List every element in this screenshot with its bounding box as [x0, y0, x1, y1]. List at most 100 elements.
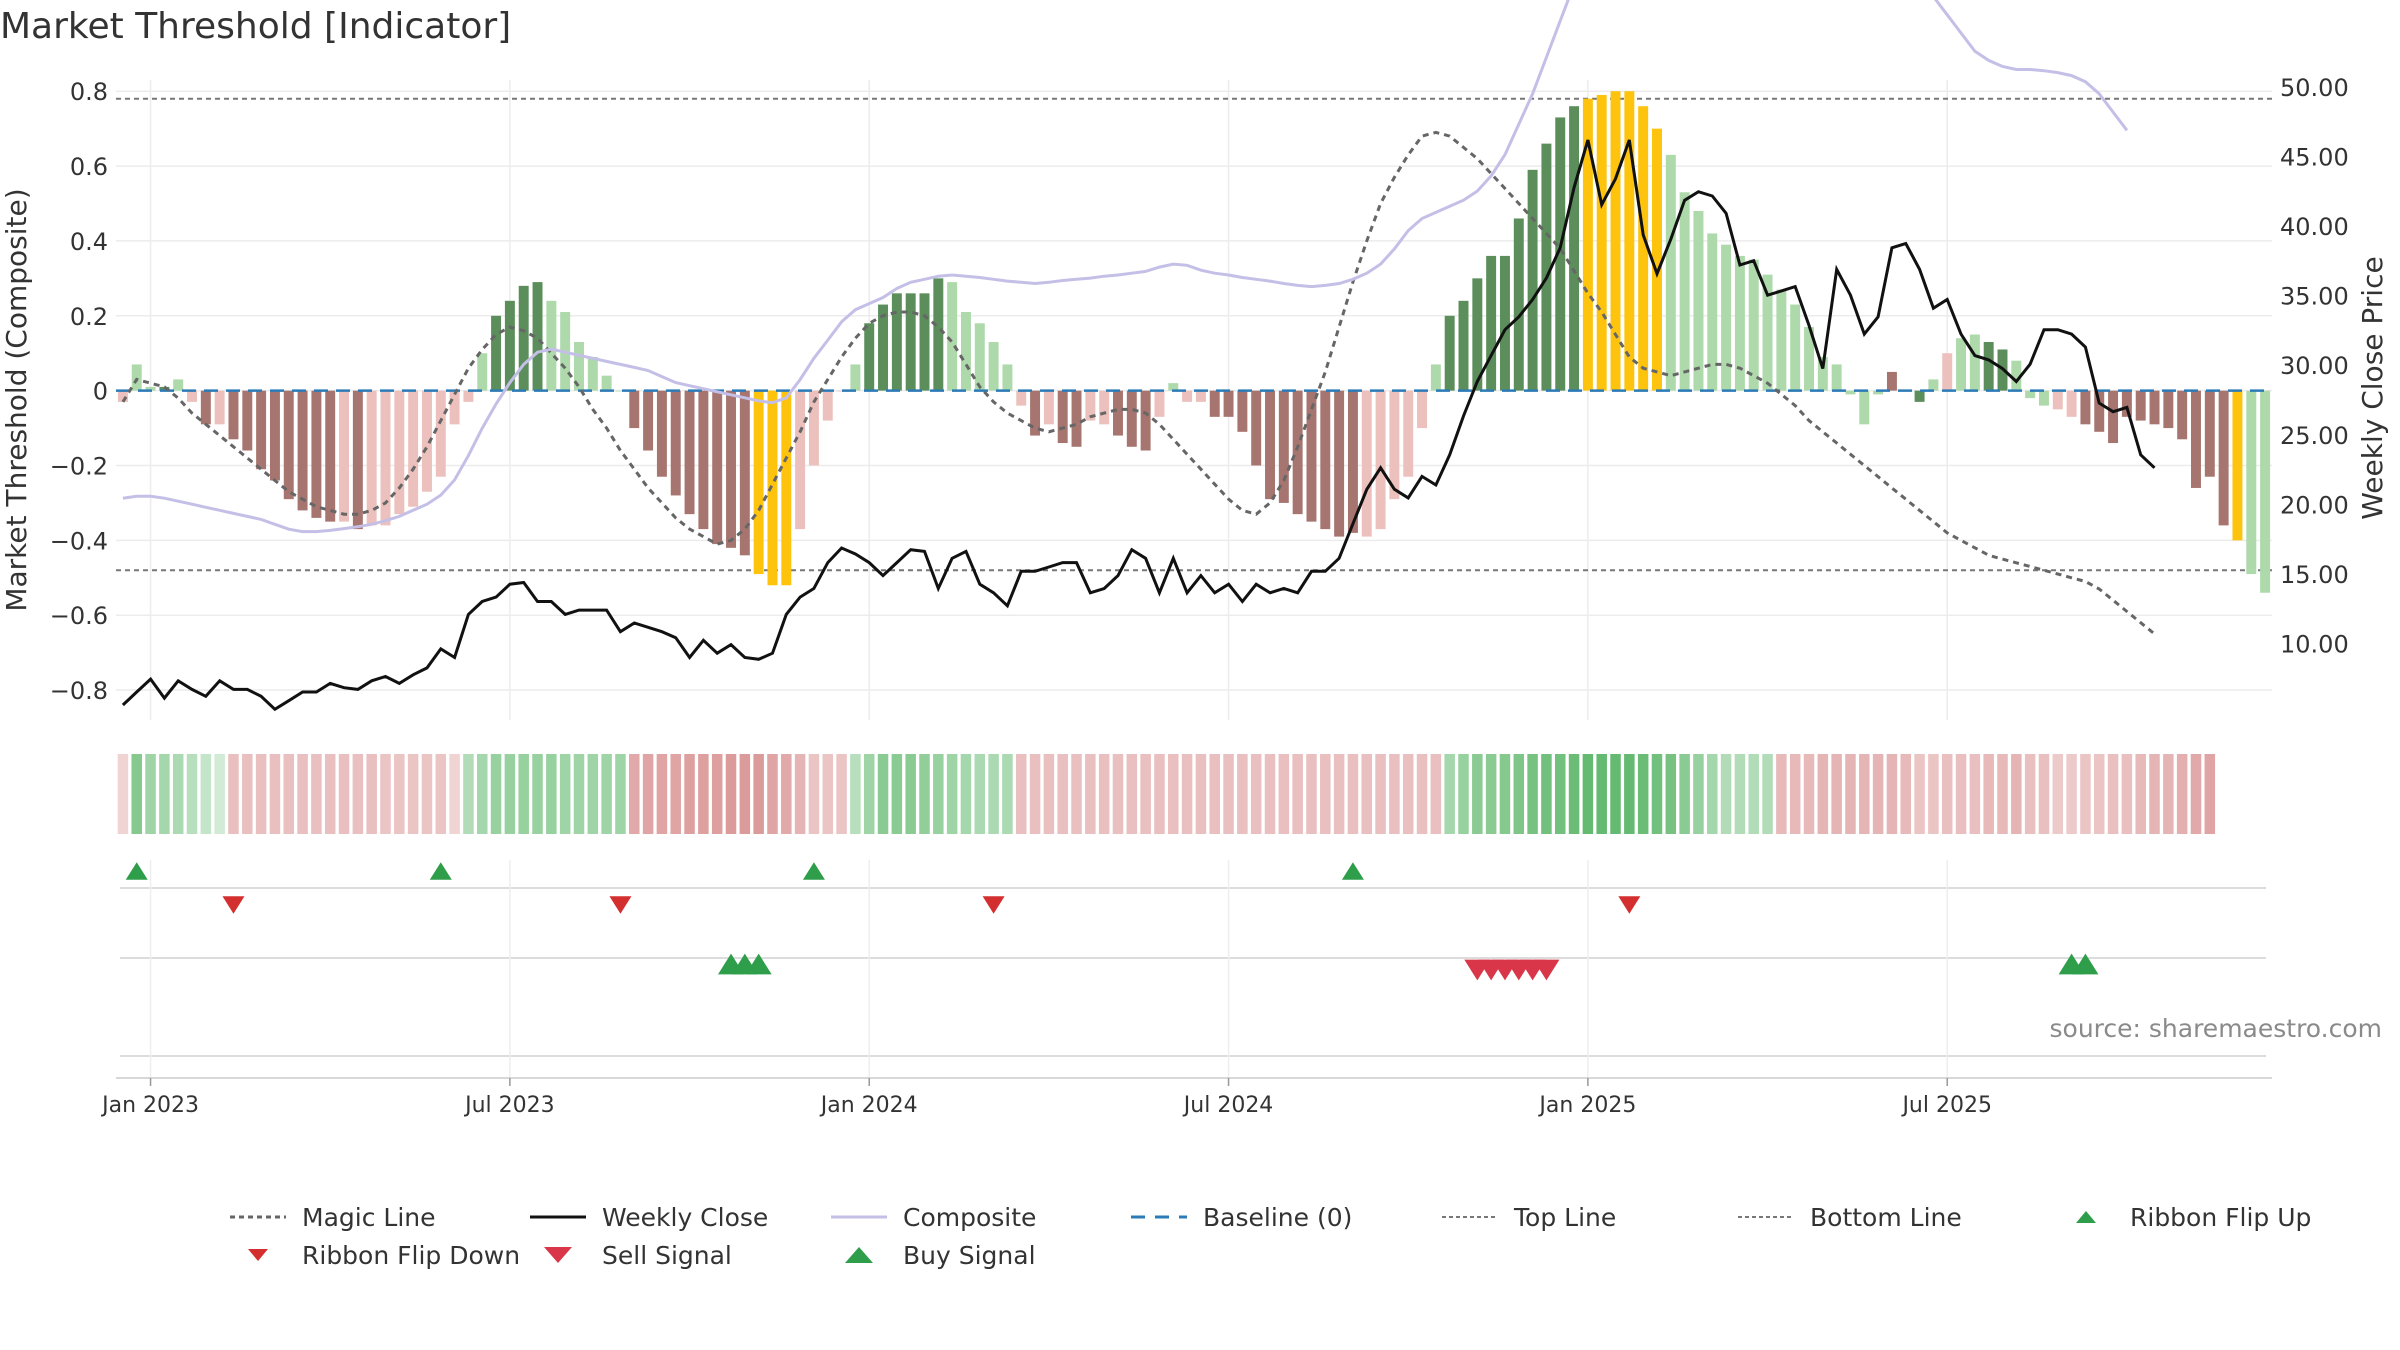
- ribbon-cell: [1098, 754, 1110, 834]
- composite-bar: [297, 390, 308, 511]
- composite-bar: [767, 390, 778, 586]
- composite-bar: [380, 390, 391, 526]
- y-tick-label: −0.2: [50, 452, 108, 480]
- composite-bar: [2052, 390, 2063, 410]
- legend-label: Top Line: [1514, 1202, 1617, 1232]
- ribbon-flip-up-marker: [125, 862, 148, 880]
- ribbon-strip: [117, 754, 2216, 834]
- composite-bar: [1638, 106, 1649, 391]
- ribbon-cell: [1250, 754, 1262, 834]
- y2-tick-label: 15.00: [2280, 561, 2349, 589]
- ribbon-cell: [1402, 754, 1414, 834]
- ribbon-cell: [863, 754, 875, 834]
- composite-bar: [214, 390, 225, 425]
- ribbon-cell: [974, 754, 986, 834]
- ribbon-cell: [1278, 754, 1290, 834]
- composite-bar: [2218, 390, 2229, 526]
- ribbon-cell: [1859, 754, 1870, 834]
- ribbon-cell: [324, 754, 336, 834]
- y2-tick-label: 25.00: [2280, 422, 2349, 450]
- ribbon-flip-down-marker: [982, 896, 1005, 914]
- composite-bar: [905, 293, 916, 391]
- ribbon-cell: [532, 754, 543, 834]
- ribbon-cell: [352, 754, 364, 834]
- x-tick-label: Jan 2023: [100, 1093, 199, 1118]
- composite-bar: [1472, 278, 1483, 391]
- y-axis-left: 0.8 0.6 0.4 0.2 0 −0.2 −0.4 −0.6 −0.8 Market Thre…: [0, 78, 108, 705]
- composite-bar: [891, 293, 902, 391]
- legend-item-sell: Sell Signal: [528, 1236, 732, 1274]
- ribbon-cell: [767, 754, 778, 834]
- composite-bar: [1859, 390, 1870, 425]
- ribbon-cell: [836, 754, 847, 834]
- ribbon-cell: [1209, 754, 1220, 834]
- composite-bar: [1085, 390, 1096, 421]
- ribbon-cell: [145, 754, 156, 834]
- x-tick-label: Jul 2023: [463, 1093, 555, 1118]
- ribbon-cell: [1582, 754, 1594, 834]
- composite-bar: [1873, 390, 1884, 395]
- ribbon-cell: [1168, 754, 1179, 834]
- ribbon-cell: [1002, 754, 1013, 834]
- ribbon-cell: [1679, 754, 1690, 834]
- composite-bar: [781, 390, 792, 586]
- composite-bar: [2260, 390, 2271, 593]
- ribbon-cell: [1292, 754, 1303, 834]
- ribbon-cell: [311, 754, 322, 834]
- composite-bar: [145, 386, 156, 391]
- composite-bar: [1831, 364, 1842, 391]
- composite-bar: [532, 282, 543, 391]
- composite-bar: [435, 390, 446, 477]
- ribbon-cell: [463, 754, 474, 834]
- composite-bar: [2232, 390, 2243, 541]
- ribbon-cell: [1762, 754, 1773, 834]
- composite-bar: [1417, 390, 1428, 429]
- ribbon-cell: [960, 754, 972, 834]
- composite-bar: [1721, 244, 1732, 391]
- composite-bar: [1776, 289, 1787, 391]
- ribbon-cell: [2149, 754, 2160, 834]
- composite-bar: [698, 390, 709, 530]
- composite-bar: [1030, 390, 1041, 436]
- ribbon-cell: [1375, 754, 1386, 834]
- legend-item-baseline: Baseline (0): [1129, 1198, 1352, 1236]
- ribbon-cell: [1983, 754, 1994, 834]
- composite-bar: [421, 390, 432, 492]
- ribbon-cell: [781, 754, 792, 834]
- ribbon-cell: [2121, 754, 2133, 834]
- legend-swatch: [248, 1249, 268, 1261]
- composite-bar: [1099, 390, 1110, 425]
- ribbon-cell: [214, 754, 225, 834]
- ribbon-cell: [1430, 754, 1442, 834]
- ribbon-cell: [200, 754, 212, 834]
- composite-bar: [1389, 390, 1400, 500]
- composite-bar: [587, 356, 598, 391]
- composite-bar: [546, 300, 557, 391]
- composite-bar: [1002, 364, 1013, 391]
- ribbon-cell: [255, 754, 267, 834]
- ribbon-cell: [2066, 754, 2077, 834]
- y2-tick-label: 35.00: [2280, 283, 2349, 311]
- composite-bar: [1969, 334, 1980, 391]
- ribbon-cell: [1748, 754, 1759, 834]
- ribbon-cell: [1140, 754, 1151, 834]
- legend-item-composite: Composite: [829, 1198, 1036, 1236]
- composite-bar: [933, 278, 944, 391]
- ribbon-cell: [1789, 754, 1801, 834]
- composite-bar: [1555, 117, 1566, 391]
- ribbon-cell: [1458, 754, 1469, 834]
- ribbon-cell: [1886, 754, 1898, 834]
- composite-bar: [684, 390, 695, 515]
- composite-bar: [339, 390, 350, 522]
- composite-bar: [1195, 390, 1206, 402]
- ribbon-cell: [753, 754, 764, 834]
- ribbon-cell: [1361, 754, 1373, 834]
- legend-item-weekly: Weekly Close: [528, 1198, 768, 1236]
- composite-bar: [1610, 91, 1621, 391]
- ribbon-cell: [1223, 754, 1234, 834]
- ribbon-cell: [1610, 754, 1621, 834]
- ribbon-cell: [1112, 754, 1124, 834]
- ribbon-cell: [559, 754, 571, 834]
- ribbon-cell: [2163, 754, 2174, 834]
- composite-bar: [1569, 106, 1580, 391]
